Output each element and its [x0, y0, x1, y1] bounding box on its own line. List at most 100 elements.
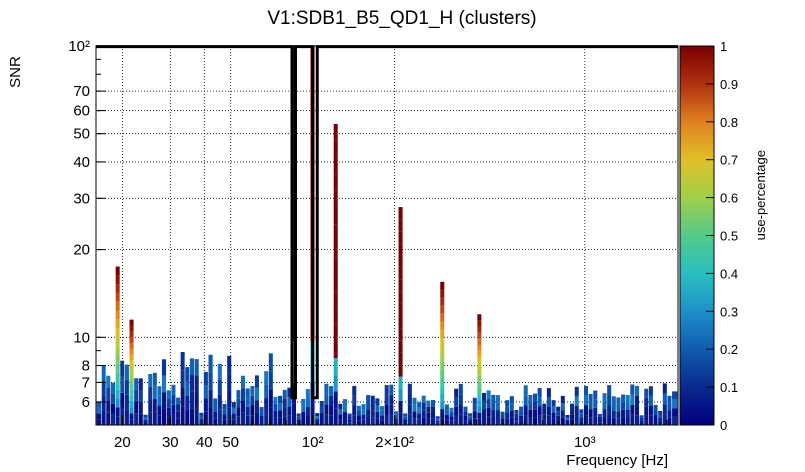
- heatmap-cell: [315, 413, 320, 417]
- heatmap-cell: [291, 298, 297, 320]
- heatmap-cell: [157, 415, 162, 425]
- heatmap-cell: [236, 398, 241, 408]
- heatmap-cell: [477, 351, 482, 358]
- z-tick-label: 0.8: [720, 115, 738, 130]
- heatmap-cell: [481, 408, 487, 417]
- heatmap-cell: [398, 207, 403, 220]
- heatmap-cell: [384, 405, 389, 416]
- heatmap-cell: [138, 401, 143, 414]
- heatmap-cell: [278, 410, 283, 418]
- heatmap-cell: [356, 410, 361, 416]
- heatmap-cell: [662, 404, 667, 415]
- heatmap-cell: [370, 410, 375, 418]
- heatmap-cell: [611, 417, 616, 425]
- heatmap-cell: [115, 380, 120, 390]
- heatmap-cell: [528, 409, 533, 418]
- heatmap-cell: [398, 279, 403, 292]
- heatmap-cell: [417, 402, 422, 408]
- heatmap-cell: [449, 412, 454, 417]
- heatmap-cell: [667, 410, 672, 418]
- heatmap-cell: [440, 345, 445, 354]
- heatmap-cell: [523, 385, 528, 396]
- heatmap-cell: [454, 388, 459, 398]
- heatmap-cell: [398, 219, 403, 232]
- heatmap-cell: [194, 375, 199, 393]
- heatmap-cell: [380, 420, 385, 425]
- heatmap-cell: [393, 411, 398, 415]
- heatmap-cell: [412, 411, 417, 419]
- heatmap-cell: [477, 357, 482, 364]
- heatmap-cell: [616, 397, 621, 405]
- heatmap-cell: [366, 402, 371, 411]
- heatmap-cell: [532, 417, 538, 425]
- heatmap-cell: [361, 419, 366, 425]
- heatmap-cell: [458, 394, 463, 405]
- heatmap-cell: [185, 367, 190, 382]
- heatmap-cell: [528, 402, 533, 410]
- heatmap-cell: [468, 422, 473, 425]
- heatmap-cell: [138, 378, 143, 391]
- heatmap-cell: [556, 411, 561, 416]
- heatmap-cell: [301, 405, 306, 412]
- heatmap-cell: [161, 392, 167, 409]
- heatmap-cell: [124, 394, 129, 410]
- heatmap-cell: [208, 372, 213, 390]
- heatmap-cell: [287, 415, 292, 425]
- heatmap-cell: [658, 410, 663, 415]
- heatmap-cell: [115, 328, 120, 337]
- heatmap-cell: [296, 419, 301, 423]
- heatmap-cell: [152, 385, 157, 399]
- z-tick-label: 0.5: [720, 229, 738, 244]
- heatmap-cell: [282, 407, 287, 417]
- heatmap-cell: [278, 417, 283, 425]
- heatmap-cell: [361, 414, 366, 420]
- heatmap-cell: [129, 389, 134, 396]
- heatmap-cell: [593, 399, 598, 408]
- heatmap-cell: [440, 401, 445, 410]
- heatmap-cell: [208, 389, 213, 408]
- heatmap-cell: [653, 419, 658, 425]
- heatmap-cell: [134, 389, 139, 402]
- heatmap-cell: [110, 403, 116, 415]
- heatmap-cell: [384, 385, 389, 396]
- heatmap-cell: [342, 412, 347, 419]
- heatmap-cell: [472, 411, 477, 419]
- heatmap-cell: [375, 418, 380, 425]
- heatmap-cell: [532, 393, 538, 402]
- heatmap-cell: [505, 418, 510, 425]
- heatmap-cell: [519, 415, 524, 421]
- heatmap-cell: [389, 394, 394, 405]
- heatmap-cell: [171, 394, 176, 405]
- heatmap-cell: [560, 395, 565, 404]
- heatmap-cell: [570, 409, 575, 415]
- heatmap-cell: [115, 292, 120, 302]
- heatmap-cell: [583, 385, 589, 396]
- heatmap-cell: [352, 405, 357, 416]
- heatmap-cell: [477, 369, 482, 376]
- heatmap-cell: [138, 390, 143, 402]
- heatmap-cell: [199, 418, 204, 422]
- heatmap-cell: [491, 402, 496, 410]
- heatmap-cell: [213, 405, 218, 412]
- z-tick-label: 0.2: [720, 342, 738, 357]
- heatmap-cell: [301, 398, 306, 406]
- heatmap-cell: [472, 397, 477, 405]
- heatmap-cell: [648, 386, 653, 396]
- x-tick-label: 10²: [302, 434, 324, 451]
- heatmap-cell: [222, 419, 227, 425]
- heatmap-cell: [161, 375, 167, 393]
- heatmap-cell: [375, 398, 380, 406]
- heatmap-cell: [213, 398, 218, 406]
- heatmap-cell: [477, 388, 482, 395]
- heatmap-cell: [519, 406, 524, 412]
- heatmap-cell: [440, 281, 445, 290]
- heatmap-cell: [574, 386, 579, 397]
- heatmap-cell: [588, 417, 593, 425]
- heatmap-cell: [593, 390, 598, 400]
- heatmap-cell: [236, 416, 241, 425]
- heatmap-cell: [440, 409, 445, 418]
- heatmap-cell: [222, 414, 227, 420]
- heatmap-cell: [672, 416, 678, 425]
- heatmap-cell: [259, 411, 264, 417]
